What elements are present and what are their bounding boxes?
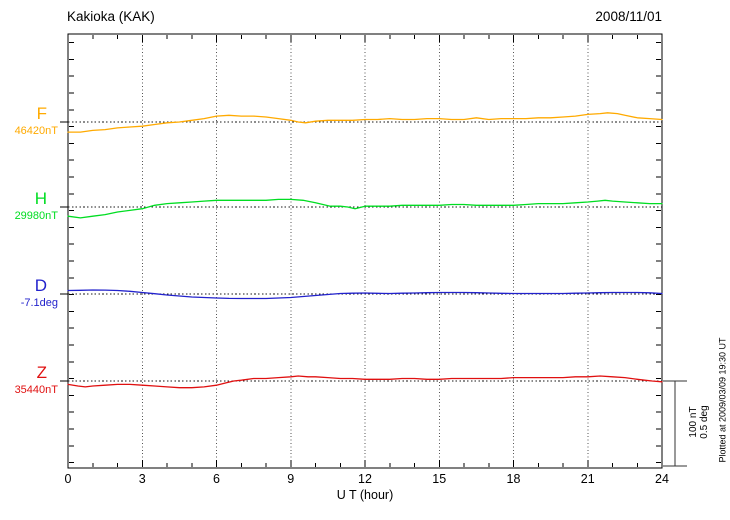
channel-letter-Z: Z	[36, 363, 47, 382]
x-axis-tick-24: 24	[655, 472, 669, 486]
trace-D	[67, 289, 663, 300]
scale-bar-deg-label: 0.5 deg	[699, 405, 710, 439]
channel-ref-value-Z: 35440nT	[14, 384, 58, 396]
x-axis-tick-0: 0	[64, 472, 72, 486]
scale-bar-label: 100 nT 0.5 deg	[688, 378, 712, 466]
trace-F	[67, 112, 663, 133]
scale-bar-nt-label: 100 nT	[688, 406, 699, 438]
trace-H	[67, 198, 663, 219]
channel-label-D: D -7.1deg	[0, 276, 58, 309]
trace-Z	[67, 375, 663, 389]
channel-letter-D: D	[34, 276, 47, 295]
channel-ref-value-H: 29980nT	[14, 210, 58, 222]
channel-label-Z: Z 35440nT	[0, 363, 58, 396]
channel-letter-F: F	[36, 104, 47, 123]
x-axis-tick-18: 18	[506, 472, 521, 486]
x-axis-tick-6: 6	[213, 472, 220, 486]
x-axis-tick-21: 21	[580, 472, 595, 486]
x-axis-tick-3: 3	[138, 472, 146, 486]
x-axis-tick-15: 15	[432, 472, 447, 486]
station-title: Kakioka (KAK)	[67, 9, 155, 24]
x-axis-tick-9: 9	[287, 472, 295, 486]
plotted-at-timestamp: Plotted at 2009/03/09 19:30 UT	[717, 337, 728, 463]
plot-frame	[67, 33, 663, 469]
x-axis-label: U T (hour)	[336, 488, 394, 502]
channel-letter-H: H	[34, 189, 47, 208]
channel-ref-value-D: -7.1deg	[20, 297, 58, 309]
channel-ref-value-F: 46420nT	[14, 125, 58, 137]
x-axis-tick-12: 12	[358, 472, 372, 486]
channel-label-F: F 46420nT	[0, 104, 58, 137]
channel-label-H: H 29980nT	[0, 189, 58, 222]
plot-date: 2008/11/01	[595, 9, 662, 24]
